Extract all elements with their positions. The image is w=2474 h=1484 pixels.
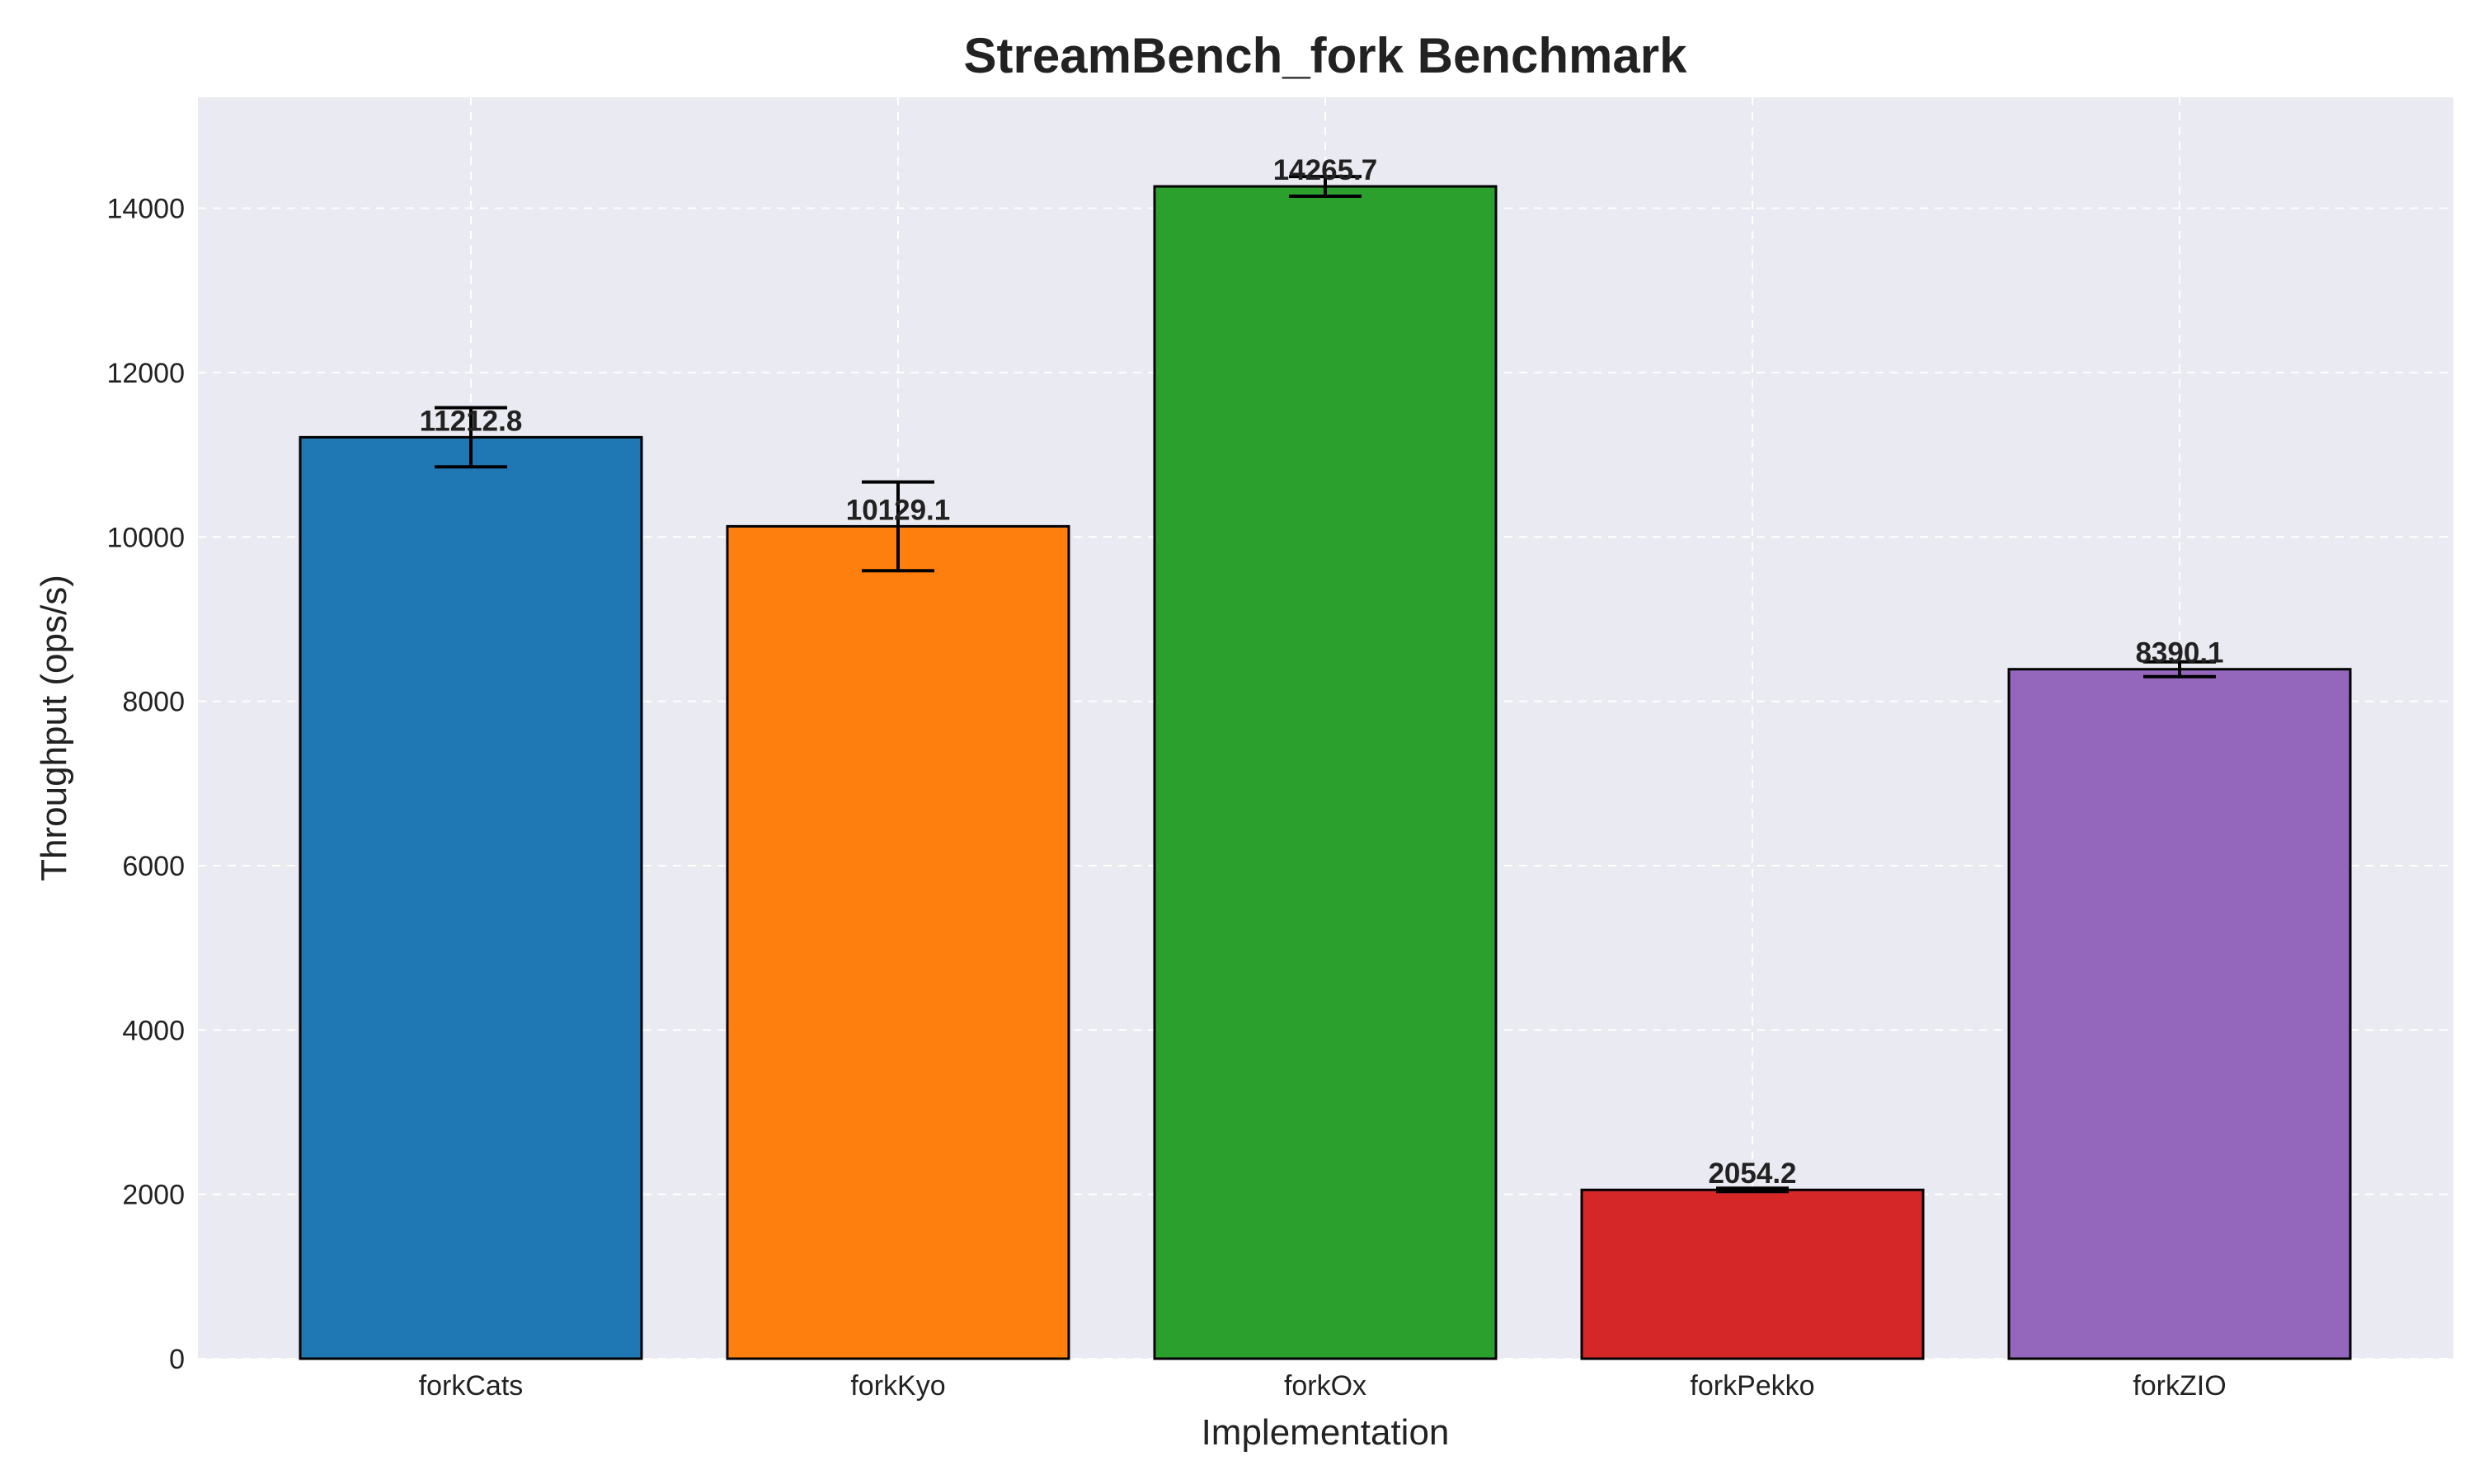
data-label: 2054.2 [1708,1158,1796,1190]
data-labels-layer: 11212.8 10129.1 14265.7 2054.2 8390.1 [420,154,2224,1190]
bar-forkCats [299,435,643,1360]
error-bars-layer [435,175,2216,1194]
y-tick-label: 10000 [106,522,185,553]
x-tick-label: forkPekko [1690,1370,1814,1402]
data-label: 11212.8 [420,405,523,437]
y-tick-label: 8000 [122,687,185,718]
y-tick-label: 0 [169,1344,185,1375]
bar-forkOx [1153,185,1498,1360]
y-tick-label: 6000 [122,851,185,882]
data-label: 8390.1 [2135,637,2223,669]
y-tick-label: 2000 [122,1180,185,1211]
ticks-layer: 0 2000 4000 6000 8000 10000 12000 14000 forkCats… [106,194,2226,1402]
chart-title: StreamBench_fork Benchmark [963,28,1687,83]
bar-forkZIO [2007,668,2352,1360]
y-tick-label: 12000 [106,358,185,389]
x-tick-label: forkOx [1284,1370,1366,1402]
data-label: 10129.1 [846,494,951,526]
y-tick-label: 14000 [106,194,185,225]
bars-layer [299,185,2352,1360]
data-label: 14265.7 [1273,154,1378,186]
x-tick-label: forkCats [419,1370,524,1402]
x-tick-label: forkZIO [2133,1370,2226,1402]
y-tick-label: 4000 [122,1015,185,1046]
x-axis-label: Implementation [1202,1412,1450,1453]
bar-forkKyo [726,524,1070,1360]
y-axis-label: Throughput (ops/s) [34,575,74,881]
x-tick-label: forkKyo [850,1370,945,1402]
bar-forkPekko [1580,1188,1925,1360]
